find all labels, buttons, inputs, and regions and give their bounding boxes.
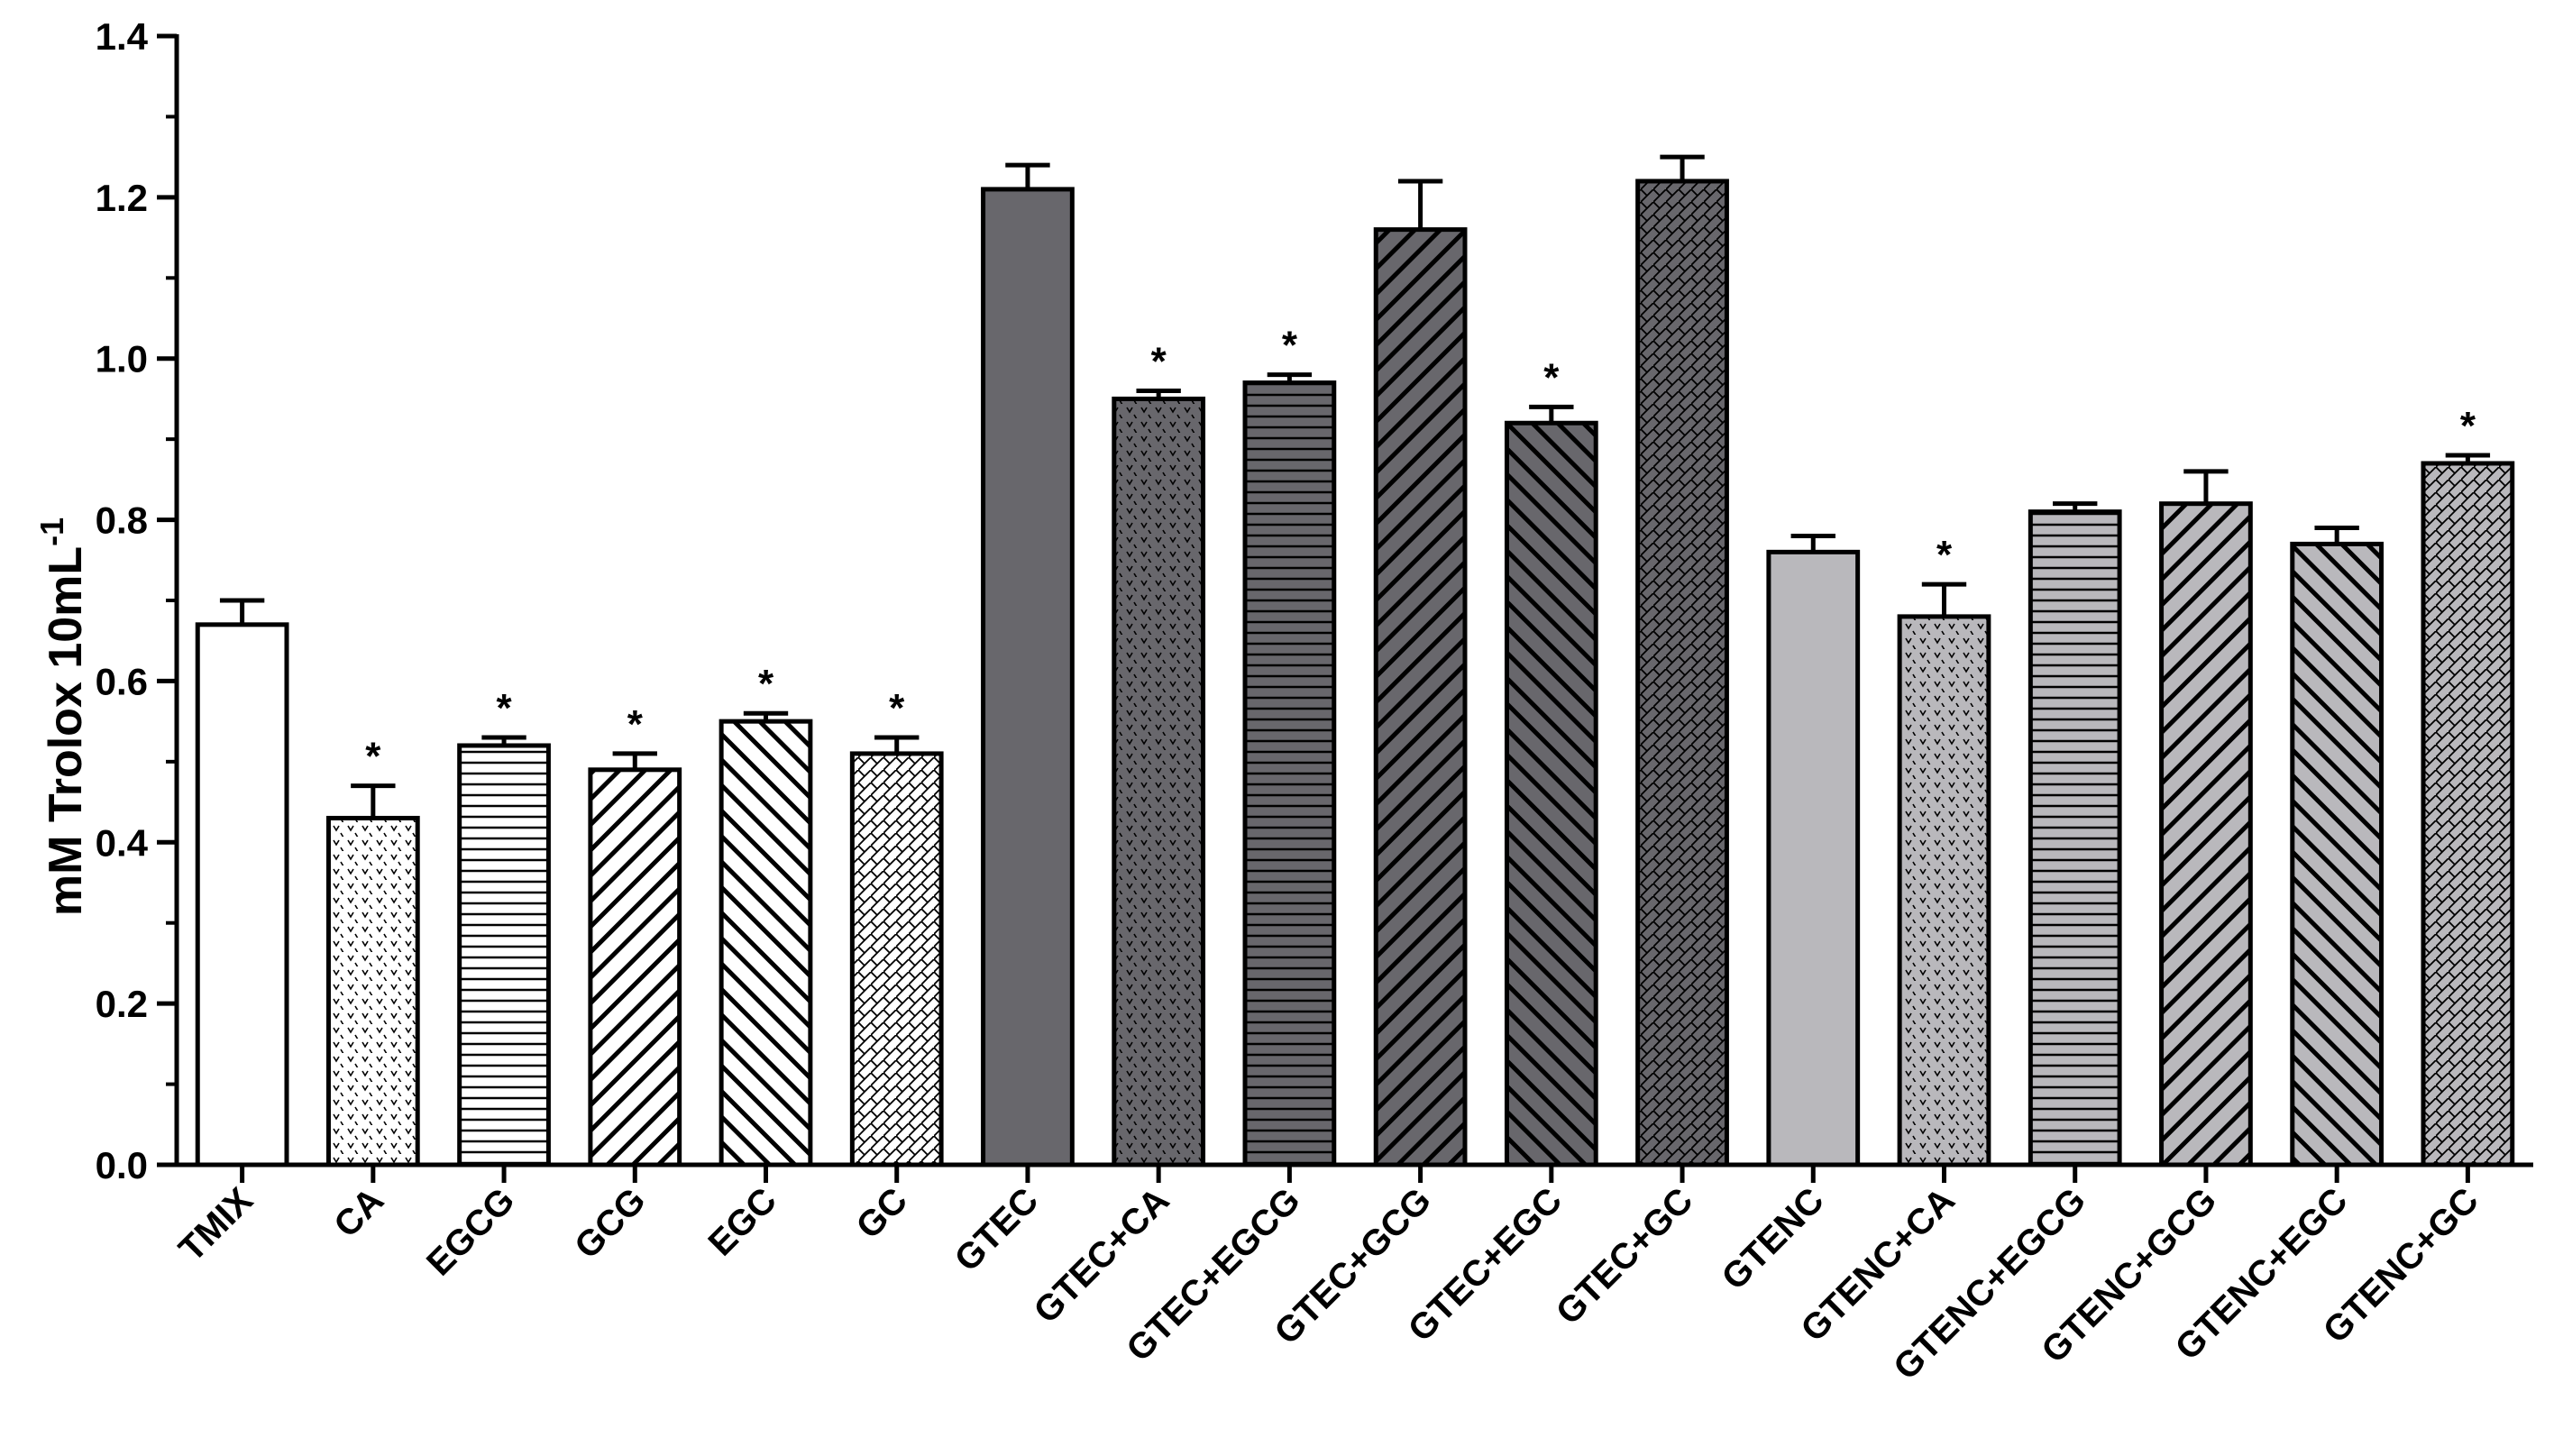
y-tick-label: 0.6 — [96, 660, 148, 702]
x-tick-label: GCG — [567, 1180, 654, 1267]
x-tick-label: GTENC — [1715, 1180, 1832, 1297]
y-tick-label: 1.0 — [96, 338, 148, 380]
y-tick-label: 0.2 — [96, 983, 148, 1025]
x-tick-label: TMIX — [171, 1180, 261, 1269]
bar-gtec-plus-ca — [1112, 396, 1206, 1168]
bar-gtec-plus-gc — [1635, 179, 1729, 1168]
bar-gtec-plus-gcg — [1373, 227, 1468, 1168]
x-tick-label: GC — [849, 1180, 916, 1247]
x-tick-label: GTEC+GC — [1549, 1180, 1701, 1332]
bar-egcg — [457, 743, 551, 1168]
x-tick-labels: TMIX CA EGCG GCG EGC GC GTECGTEC+CAGTEC+EGCGGT… — [171, 1180, 2485, 1387]
y-axis: 0.0 0.2 0.4 0.6 0.8 1.0 1.2 1.4 — [96, 15, 179, 1186]
y-tick-label: 0.4 — [96, 821, 149, 864]
bar-ca — [325, 815, 420, 1168]
y-axis-title: mM Trolox 10mL-1 — [33, 517, 92, 916]
x-axis — [175, 1162, 2533, 1183]
bar-tmix — [195, 622, 289, 1168]
bar-gtenc-plus-ca — [1897, 614, 1991, 1168]
bar-gc — [849, 751, 944, 1168]
bar-gcg — [588, 767, 682, 1168]
significance-marker: * — [758, 662, 774, 706]
significance-marker: * — [365, 735, 381, 779]
bar-gtenc-plus-gc — [2421, 461, 2515, 1168]
x-tick-label: CA — [326, 1180, 391, 1245]
bar-gtec — [981, 187, 1075, 1168]
y-tick-label: 0.0 — [96, 1144, 148, 1186]
bar-gtenc-plus-egc — [2290, 541, 2385, 1168]
y-axis-title-text: mM Trolox 10mL — [40, 546, 92, 916]
y-tick-label: 1.2 — [96, 177, 148, 219]
bar-egc — [719, 719, 813, 1168]
bars: * * * * * * * * * * — [195, 154, 2515, 1168]
significance-marker: * — [889, 686, 905, 730]
significance-marker: * — [1151, 339, 1167, 383]
bar-gtenc — [1766, 549, 1861, 1168]
significance-marker: * — [1282, 324, 1298, 368]
y-axis-title-superscript: -1 — [33, 517, 70, 546]
significance-marker: * — [1936, 533, 1953, 577]
bar-gtenc-plus-gcg — [2159, 501, 2253, 1168]
bar-gtec-plus-egcg — [1242, 380, 1337, 1168]
x-tick-label: EGCG — [419, 1180, 522, 1283]
x-tick-label: GTEC — [947, 1180, 1047, 1279]
bar-gtenc-plus-egcg — [2028, 509, 2122, 1168]
bar-gtec-plus-egc — [1504, 420, 1598, 1168]
significance-marker: * — [496, 686, 512, 730]
y-tick-label: 0.8 — [96, 499, 148, 542]
y-tick-label: 1.4 — [96, 15, 149, 58]
x-tick-label: EGC — [700, 1180, 783, 1263]
significance-marker: * — [1543, 355, 1560, 399]
significance-marker: * — [2460, 404, 2476, 448]
significance-marker: * — [627, 702, 644, 746]
